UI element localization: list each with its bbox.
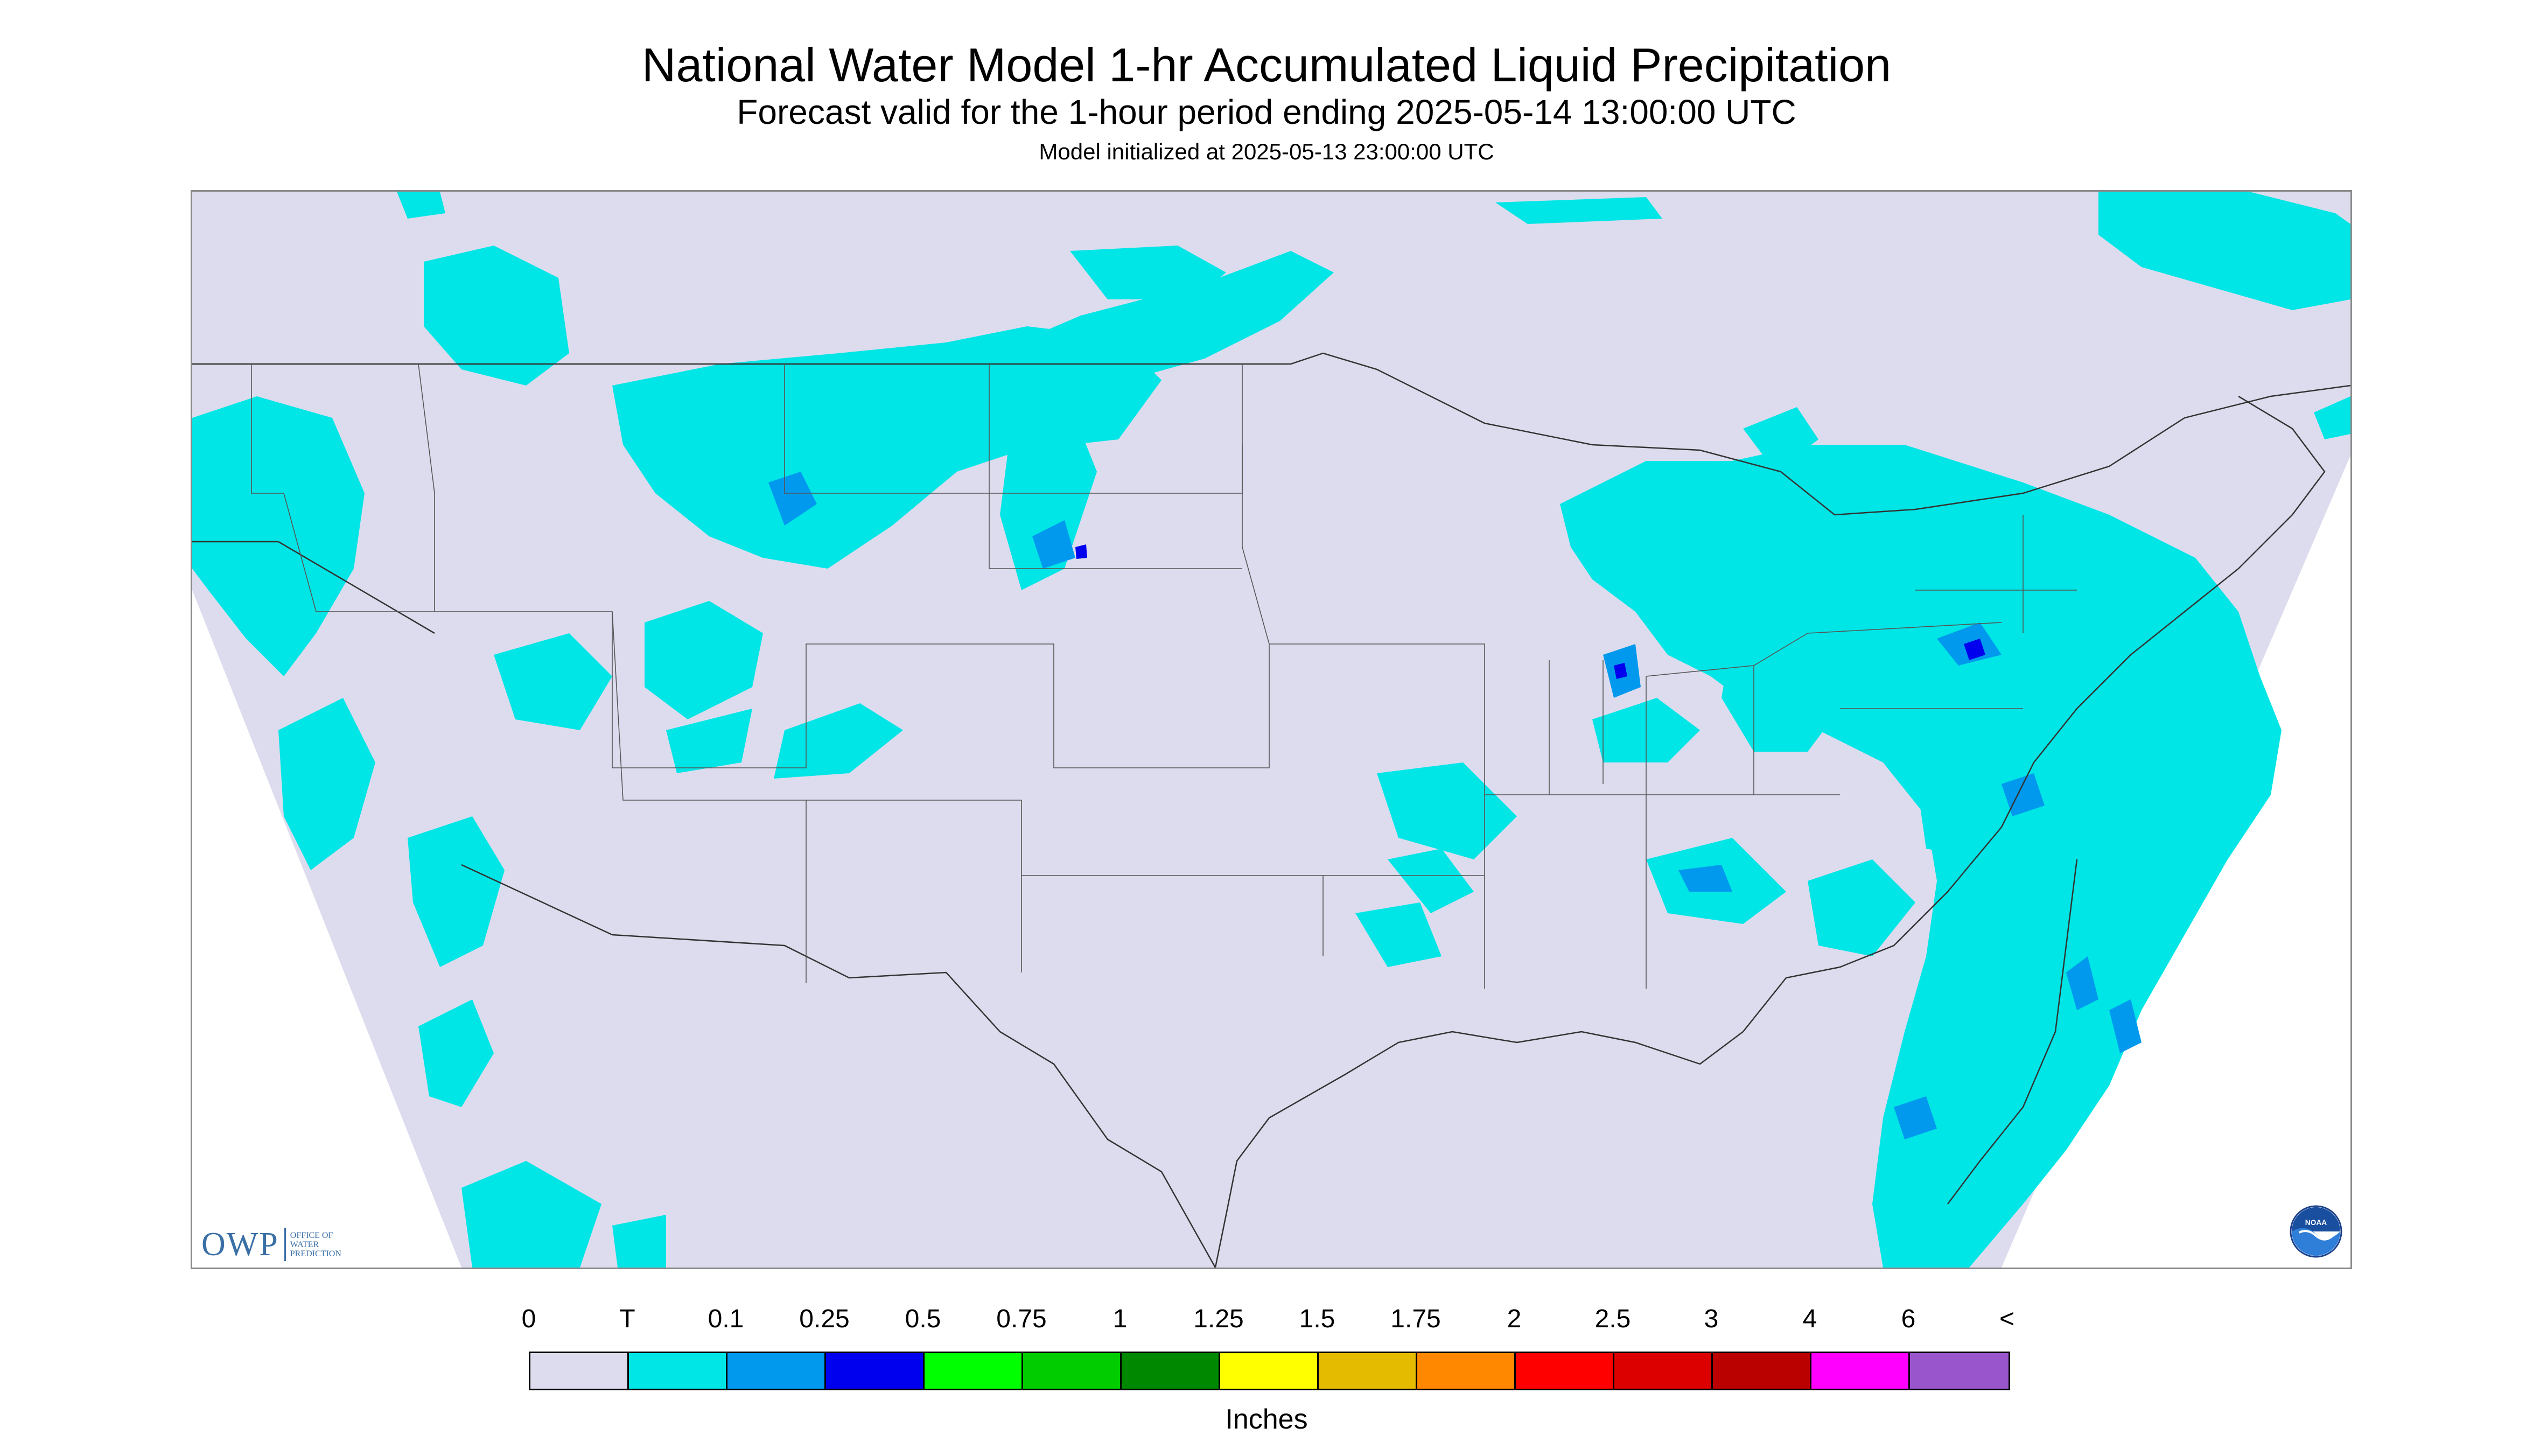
units-label: Inches xyxy=(1225,1404,1308,1435)
legend-label: 4 xyxy=(1802,1305,1817,1333)
legend-label: 0.1 xyxy=(708,1305,744,1333)
legend-label: 1.75 xyxy=(1390,1305,1441,1333)
legend-label: 3 xyxy=(1704,1305,1719,1333)
legend-labels: 0 T 0.1 0.25 0.5 0.75 1 1.25 1.5 1.75 2 … xyxy=(0,1303,2533,1341)
legend-label: 1 xyxy=(1112,1305,1128,1333)
color-scale-cell xyxy=(826,1353,925,1389)
color-scale-cell xyxy=(1220,1353,1319,1389)
model-init-text: Model initialized at 2025-05-13 23:00:00… xyxy=(1039,139,1494,164)
legend-label: 2.5 xyxy=(1594,1305,1631,1333)
owp-logo-line: OFFICE OF xyxy=(290,1230,333,1240)
page-title: National Water Model 1-hr Accumulated Li… xyxy=(641,38,1892,92)
color-scale-cell xyxy=(530,1353,629,1389)
color-scale-cell xyxy=(727,1353,826,1389)
owp-logo-line: WATER xyxy=(290,1240,319,1249)
legend-label: 1.5 xyxy=(1299,1305,1335,1333)
legend-label: 0.75 xyxy=(996,1305,1047,1333)
legend-label: 0 xyxy=(521,1305,536,1333)
color-scale-cell xyxy=(925,1353,1023,1389)
precip-light-areas xyxy=(192,192,2350,1268)
precip-heavy-areas xyxy=(1075,544,1985,679)
color-scale-cell xyxy=(1122,1353,1220,1389)
noaa-logo-text: NOAA xyxy=(2305,1219,2327,1227)
legend-label: 0.25 xyxy=(799,1305,850,1333)
owp-logo-text: OFFICE OF WATER PREDICTION xyxy=(286,1231,349,1258)
precipitation-map xyxy=(191,190,2352,1269)
legend-label: 6 xyxy=(1901,1305,1916,1333)
owp-logo-line: PREDICTION xyxy=(290,1249,341,1258)
owp-logo-mark: OWP xyxy=(201,1228,286,1261)
color-scale-cell xyxy=(1023,1353,1122,1389)
legend-label: 1.25 xyxy=(1193,1305,1244,1333)
legend-label: < xyxy=(1999,1305,2015,1333)
color-scale-cell xyxy=(1319,1353,1417,1389)
color-scale-cell xyxy=(1516,1353,1614,1389)
legend-label: 2 xyxy=(1507,1305,1522,1333)
map-canvas xyxy=(192,192,2350,1268)
outside-domain-left xyxy=(192,590,461,1268)
color-scale-cell xyxy=(1811,1353,1910,1389)
legend-label: 0.5 xyxy=(905,1305,941,1333)
color-scale-cell xyxy=(1614,1353,1713,1389)
color-scale-cell xyxy=(629,1353,727,1389)
color-scale-cell xyxy=(1417,1353,1516,1389)
forecast-valid-subtitle: Forecast valid for the 1-hour period end… xyxy=(737,93,1796,131)
legend-label: T xyxy=(619,1305,635,1333)
precip-moderate-areas xyxy=(768,472,2142,1139)
color-scale-cell xyxy=(1713,1353,1811,1389)
color-scale-cell xyxy=(1910,1353,2009,1389)
state-borders xyxy=(251,363,2077,989)
color-scale-bar xyxy=(529,1352,2010,1390)
owp-logo: OWP OFFICE OF WATER PREDICTION xyxy=(201,1226,349,1263)
noaa-logo-icon: NOAA xyxy=(2290,1205,2342,1258)
